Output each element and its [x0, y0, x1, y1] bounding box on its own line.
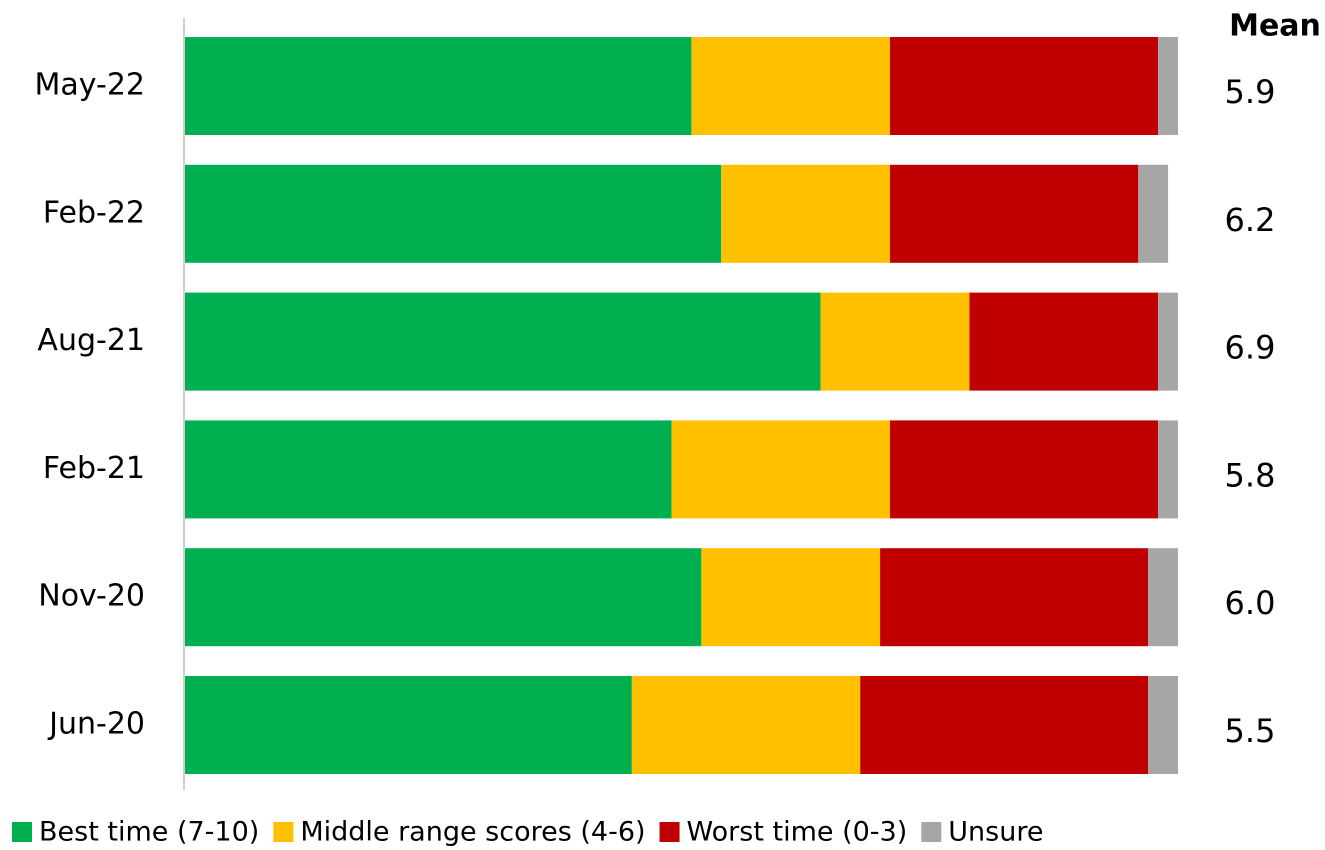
- bar-segment: [1158, 420, 1178, 519]
- bar-segment: [1138, 164, 1169, 263]
- bar-segment: [969, 292, 1159, 391]
- bar-segment: [671, 420, 891, 519]
- legend-swatch: [659, 822, 680, 842]
- bar-segment: [1148, 676, 1178, 774]
- bar-segment: [890, 37, 1159, 135]
- y-tick-label: Nov-20: [38, 579, 145, 614]
- bar-segment: [721, 164, 891, 263]
- legend-swatch: [273, 822, 294, 842]
- y-tick-label: May-22: [35, 68, 146, 103]
- bar-segment: [880, 548, 1149, 647]
- mean-value: 6.9: [1225, 329, 1276, 367]
- y-tick-label: Feb-21: [43, 451, 145, 486]
- bar-segment: [860, 676, 1149, 774]
- bar-segment: [631, 676, 861, 774]
- bar-segment: [185, 676, 632, 774]
- bar-segment: [185, 37, 692, 135]
- mean-value: 5.5: [1225, 712, 1276, 750]
- y-tick-label: Feb-22: [43, 195, 145, 230]
- bar-segment: [185, 548, 702, 647]
- bar-segment: [691, 37, 891, 135]
- legend-swatch: [12, 822, 32, 842]
- bar-segment: [185, 292, 821, 391]
- mean-value: 5.8: [1225, 456, 1276, 494]
- legend-label: Middle range scores (4-6): [300, 817, 645, 848]
- bar-segment: [1148, 548, 1178, 647]
- bar-segment: [1158, 292, 1178, 391]
- bar-segment: [701, 548, 881, 647]
- legend-label: Unsure: [948, 817, 1043, 848]
- y-tick-label: Jun-20: [47, 707, 145, 742]
- mean-value: 5.9: [1225, 73, 1276, 111]
- bar-segment: [820, 292, 970, 391]
- bar-segment: [185, 420, 672, 519]
- legend-label: Best time (7-10): [39, 817, 259, 848]
- bar-segment: [890, 420, 1159, 519]
- mean-value: 6.2: [1225, 201, 1276, 239]
- mean-title: Mean: [1229, 9, 1321, 44]
- mean-value: 6.0: [1225, 584, 1276, 622]
- legend-swatch: [921, 822, 942, 842]
- bar-segment: [1158, 37, 1178, 135]
- legend-label: Worst time (0-3): [687, 817, 908, 848]
- y-tick-label: Aug-21: [37, 323, 145, 358]
- bar-segment: [185, 164, 722, 263]
- bar-segment: [890, 164, 1139, 263]
